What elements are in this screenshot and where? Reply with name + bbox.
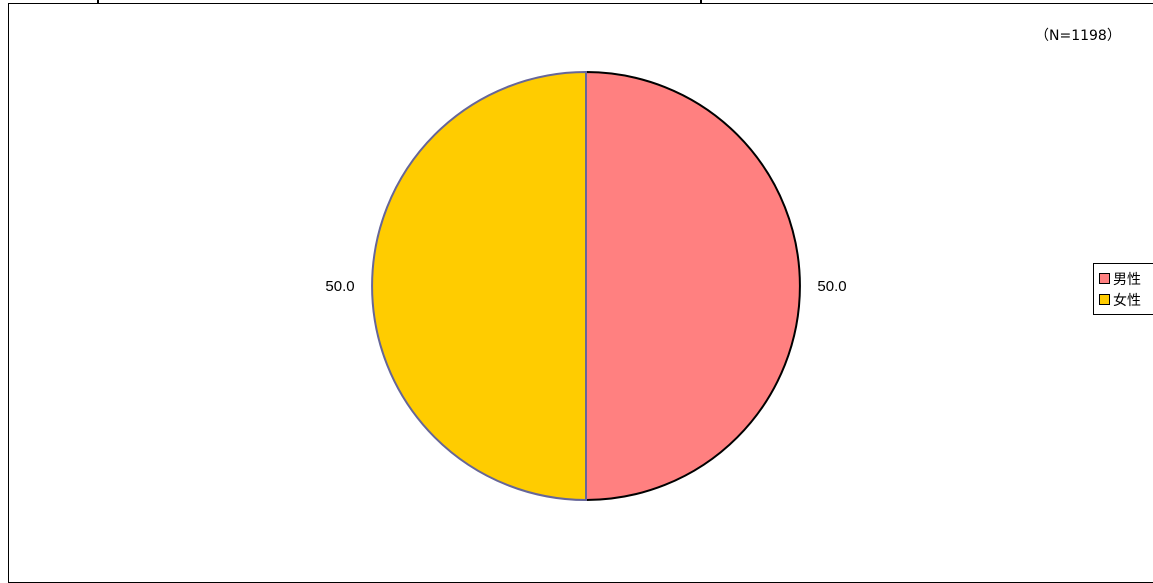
- legend: 男性 女性: [1093, 263, 1153, 315]
- legend-swatch-male: [1099, 273, 1110, 284]
- legend-item-male: 男性: [1099, 268, 1153, 289]
- top-edge-mark-left: [97, 0, 99, 3]
- pie-data-labels: 50.0 50.0: [325, 278, 846, 295]
- top-edge-mark-right: [700, 0, 702, 3]
- legend-label-female: 女性: [1113, 292, 1141, 309]
- pie-slices: [371, 70, 801, 502]
- data-label-female: 50.0: [325, 278, 354, 295]
- legend-label-male: 男性: [1113, 271, 1141, 288]
- legend-swatch-female: [1099, 294, 1110, 305]
- legend-item-female: 女性: [1099, 289, 1153, 310]
- pie-slice-male: [585, 70, 801, 502]
- sample-size-note: （N=1198）: [1035, 28, 1121, 44]
- pie-slice-female: [371, 70, 587, 502]
- data-label-male: 50.0: [817, 278, 846, 295]
